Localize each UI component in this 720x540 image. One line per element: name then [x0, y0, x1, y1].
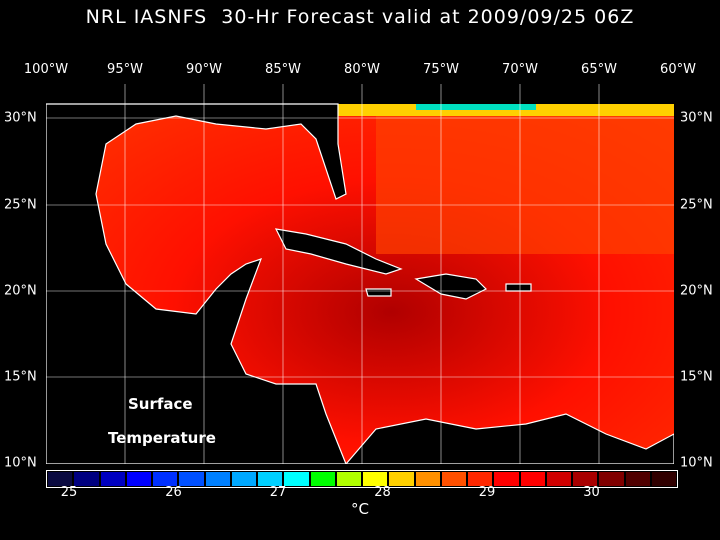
colorbar-swatch	[284, 472, 309, 486]
lon-label: 95°W	[107, 62, 143, 77]
sst-map	[46, 84, 674, 464]
lat-label-right: 15°N	[680, 369, 713, 385]
colorbar-swatch	[625, 472, 650, 486]
lon-label: 65°W	[581, 62, 617, 77]
colorbar-swatch	[231, 472, 256, 486]
colorbar-swatch	[573, 472, 598, 486]
lon-label: 90°W	[186, 62, 222, 77]
colorbar-swatch	[363, 472, 388, 486]
colorbar-swatch	[100, 472, 125, 486]
lon-label: 100°W	[23, 62, 69, 77]
colorbar-tick: 26	[165, 485, 182, 500]
south-america	[345, 413, 674, 464]
colorbar-swatch	[520, 472, 545, 486]
colorbar-swatch	[336, 472, 361, 486]
colorbar-swatch	[599, 472, 624, 486]
field-label-temperature: Temperature	[108, 429, 216, 447]
colorbar-tick: 30	[583, 485, 600, 500]
colorbar-swatch	[310, 472, 335, 486]
lat-label-left: 10°N	[4, 455, 37, 471]
puerto-rico	[505, 283, 532, 292]
no-data-top	[46, 84, 674, 104]
colorbar-swatch	[205, 472, 230, 486]
atlantic-warm-region	[376, 104, 674, 254]
colorbar-swatch	[153, 472, 178, 486]
colorbar-swatch	[74, 472, 99, 486]
jamaica	[365, 288, 392, 297]
colorbar-swatch	[441, 472, 466, 486]
colorbar-tick: 25	[60, 485, 78, 500]
colorbar-swatch	[179, 472, 204, 486]
colorbar-swatch	[48, 472, 73, 486]
colorbar-tick: 27	[269, 485, 287, 500]
colorbar-swatch	[468, 472, 493, 486]
colorbar-swatch	[389, 472, 414, 486]
north-america-land	[46, 103, 347, 464]
lon-label: 70°W	[502, 62, 538, 77]
lat-label-left: 30°N	[4, 110, 37, 126]
lon-label: 80°W	[344, 62, 380, 77]
colorbar-tick: 29	[478, 485, 496, 500]
lat-label-left: 25°N	[4, 197, 37, 213]
colorbar-swatch	[546, 472, 571, 486]
lon-label: 60°W	[660, 62, 696, 77]
colorbar	[46, 470, 678, 488]
lon-label: 75°W	[423, 62, 459, 77]
colorbar-tick: 28	[374, 485, 391, 500]
graticule	[46, 84, 674, 464]
lat-label-left: 20°N	[4, 283, 37, 299]
lat-label-right: 30°N	[680, 110, 713, 126]
field-label-surface: Surface	[128, 395, 193, 413]
colorbar-unit: °C	[351, 500, 369, 518]
colorbar-swatch	[494, 472, 519, 486]
land	[46, 103, 674, 464]
lat-label-left: 15°N	[4, 369, 37, 385]
colorbar-swatch	[126, 472, 151, 486]
map-title: NRL IASNFS 30-Hr Forecast valid at 2009/…	[85, 6, 635, 28]
colorbar-swatch	[651, 472, 676, 486]
colorbar-swatch	[415, 472, 440, 486]
cool-patch	[416, 104, 536, 110]
lon-label: 85°W	[265, 62, 301, 77]
lat-label-right: 20°N	[680, 283, 713, 299]
lat-label-right: 10°N	[680, 455, 713, 471]
lat-label-right: 25°N	[680, 197, 713, 213]
colorbar-swatch	[258, 472, 283, 486]
cuba	[274, 228, 403, 275]
